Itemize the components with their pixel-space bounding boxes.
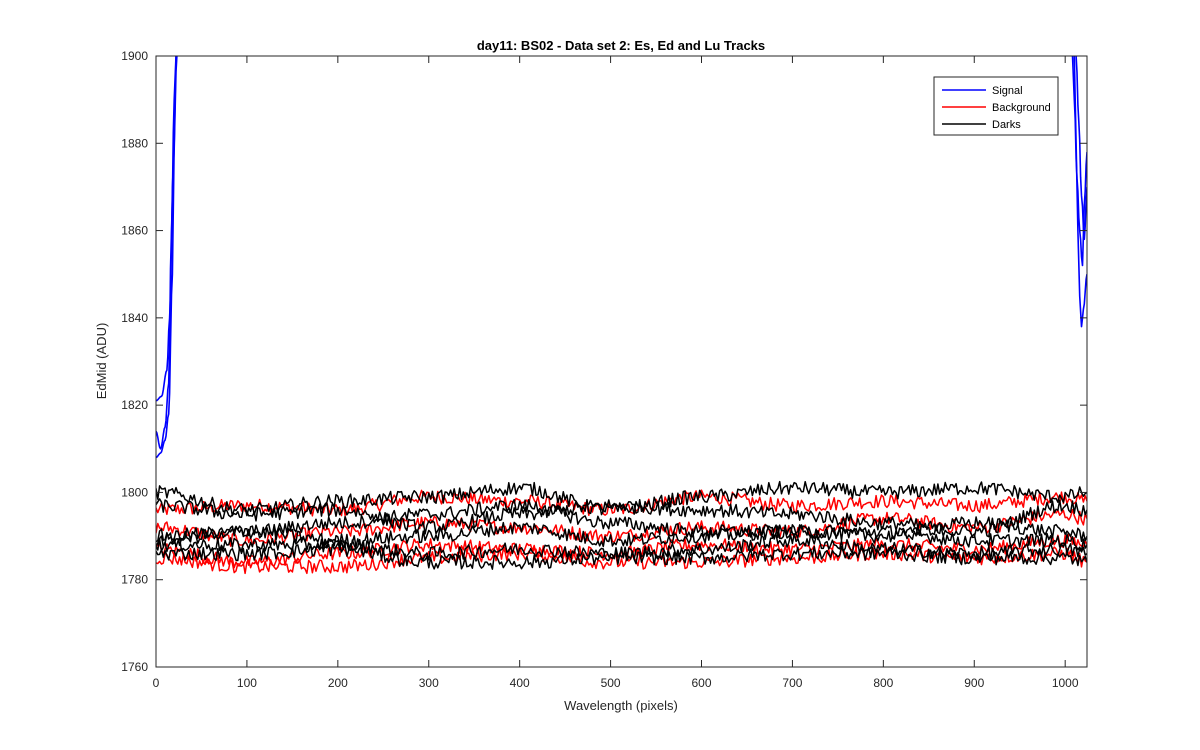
x-tick-label: 600 <box>691 676 711 690</box>
legend-label: Darks <box>992 119 1021 131</box>
series-line-signal <box>156 56 1087 402</box>
series-line-darks <box>156 498 1087 544</box>
x-tick-label: 400 <box>510 676 530 690</box>
x-tick-label: 300 <box>419 676 439 690</box>
plot-area <box>156 56 1087 667</box>
legend-label: Background <box>992 102 1051 114</box>
series-line-darks <box>156 542 1087 570</box>
y-tick-label: 1800 <box>121 485 148 499</box>
series-line-darks <box>156 480 1087 517</box>
series-line-darks <box>156 498 1087 539</box>
y-tick-label: 1760 <box>121 660 148 674</box>
y-tick-label: 1880 <box>121 136 148 150</box>
legend[interactable]: Signal Background Darks <box>933 76 1059 136</box>
chart-title: day11: BS02 - Data set 2: Es, Ed and Lu … <box>477 38 765 53</box>
y-tick-label: 1860 <box>121 224 148 238</box>
x-axis: 0 100 200 300 400 500 600 700 800 900 1000 <box>153 56 1079 690</box>
x-tick-label: 0 <box>153 676 160 690</box>
plot-frame <box>155 55 1088 668</box>
legend-box <box>933 76 1059 136</box>
x-tick-label: 500 <box>601 676 621 690</box>
series-line-darks <box>156 521 1087 552</box>
y-axis-label: EdMid (ADU) <box>94 323 109 400</box>
x-tick-label: 700 <box>782 676 802 690</box>
y-tick-label: 1900 <box>121 49 148 63</box>
x-tick-label: 800 <box>873 676 893 690</box>
series-line-background <box>156 546 1087 575</box>
x-tick-label: 100 <box>237 676 257 690</box>
x-tick-label: 200 <box>328 676 348 690</box>
y-tick-label: 1840 <box>121 311 148 325</box>
y-axis: 1760 1780 1800 1820 1840 1860 1880 1900 <box>121 49 1087 674</box>
y-tick-label: 1780 <box>121 573 148 587</box>
lines-layer <box>156 56 1087 575</box>
x-axis-label: Wavelength (pixels) <box>564 698 678 713</box>
x-tick-label: 1000 <box>1052 676 1079 690</box>
x-tick-label: 900 <box>964 676 984 690</box>
legend-label: Signal <box>992 85 1023 97</box>
y-tick-label: 1820 <box>121 398 148 412</box>
